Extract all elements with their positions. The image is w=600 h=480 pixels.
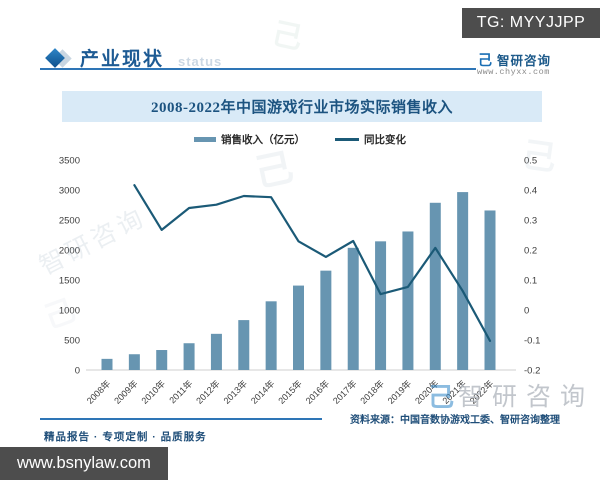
- bar: [347, 247, 359, 370]
- bar-swatch-icon: [194, 137, 216, 142]
- x-axis-label: 2017年: [330, 378, 358, 406]
- bar: [128, 354, 140, 370]
- brand-logo-icon: 己: [478, 51, 492, 68]
- x-axis-label: 2009年: [111, 378, 139, 406]
- telegram-badge: TG: MYYJJPP: [462, 8, 600, 38]
- bar: [210, 333, 222, 370]
- brand-logo: 己 智研咨询: [478, 50, 551, 69]
- right-axis-tick: 0.2: [524, 246, 537, 257]
- chart-title: 2008-2022年中国游戏行业市场实际销售收入: [62, 91, 542, 122]
- x-axis-label: 2021年: [440, 378, 468, 406]
- bar: [484, 210, 496, 370]
- footer-divider: [40, 418, 322, 420]
- right-axis-tick: 0.1: [524, 276, 537, 287]
- left-axis-tick: 2000: [59, 246, 80, 257]
- right-axis-tick: 0.3: [524, 216, 537, 227]
- legend-item-revenue: 销售收入（亿元）: [194, 132, 305, 147]
- left-axis-tick: 0: [75, 366, 80, 377]
- bar: [320, 270, 332, 370]
- bar: [183, 343, 195, 370]
- section-title: 产业现状: [80, 49, 165, 70]
- left-axis-tick: 3000: [59, 186, 80, 197]
- bar: [293, 285, 304, 370]
- legend-label-revenue: 销售收入（亿元）: [221, 134, 305, 146]
- left-axis-tick: 2500: [59, 216, 80, 227]
- x-axis-label: 2016年: [303, 378, 331, 406]
- data-source-note: 资料来源：中国音数协游戏工委、智研咨询整理: [350, 415, 560, 426]
- brand-name: 智研咨询: [497, 54, 552, 68]
- left-axis-tick: 1500: [59, 276, 80, 287]
- chart-canvas: 0 500 1000 1500 2000 2500 3000 3500 -0.2 -0.1 0 0.1…: [59, 156, 541, 406]
- x-axis-label: 2019年: [385, 378, 413, 406]
- brand-url: www.chyxx.com: [477, 67, 550, 77]
- right-axis-tick: 0.4: [524, 186, 537, 197]
- chart-legend: 销售收入（亿元） 同比变化: [60, 132, 540, 147]
- left-axis-tick: 500: [64, 336, 80, 347]
- x-axis-label: 2018年: [358, 378, 386, 406]
- legend-item-yoy: 同比变化: [335, 132, 406, 147]
- x-axis-label: 2012年: [194, 378, 222, 406]
- line-swatch-icon: [335, 138, 359, 141]
- x-axis-label: 2011年: [167, 378, 195, 406]
- site-badge: www.bsnylaw.com: [0, 447, 168, 480]
- right-axis-tick: 0.5: [524, 156, 537, 167]
- x-axis-label: 2010年: [139, 378, 167, 406]
- legend-label-yoy: 同比变化: [364, 134, 406, 146]
- bar: [457, 192, 469, 370]
- x-axis-label: 2014年: [248, 378, 276, 406]
- right-axis-tick: 0: [524, 306, 529, 317]
- x-axis-label: 2022年: [467, 378, 495, 406]
- line-series: [133, 184, 492, 342]
- bar: [375, 241, 387, 370]
- right-axis-tick: -0.1: [524, 336, 540, 347]
- header-divider: [40, 68, 476, 70]
- footer-tagline: 精品报告 · 专项定制 · 品质服务: [44, 431, 207, 443]
- bar: [429, 202, 441, 370]
- left-axis-tick: 3500: [59, 156, 80, 167]
- right-axis-tick: -0.2: [524, 366, 540, 377]
- x-axis-label: 2015年: [276, 378, 304, 406]
- bar: [402, 231, 414, 370]
- x-axis-label: 2020年: [412, 378, 440, 406]
- left-axis-tick: 1000: [59, 306, 80, 317]
- x-axis-label: 2013年: [221, 378, 249, 406]
- bar: [156, 350, 168, 370]
- bar: [101, 358, 113, 370]
- x-axis-label: 2008年: [84, 378, 112, 406]
- watermark-logo-icon: 己: [269, 17, 306, 56]
- section-watermark-text: status: [178, 54, 223, 69]
- bar: [265, 301, 277, 370]
- bar: [238, 320, 250, 370]
